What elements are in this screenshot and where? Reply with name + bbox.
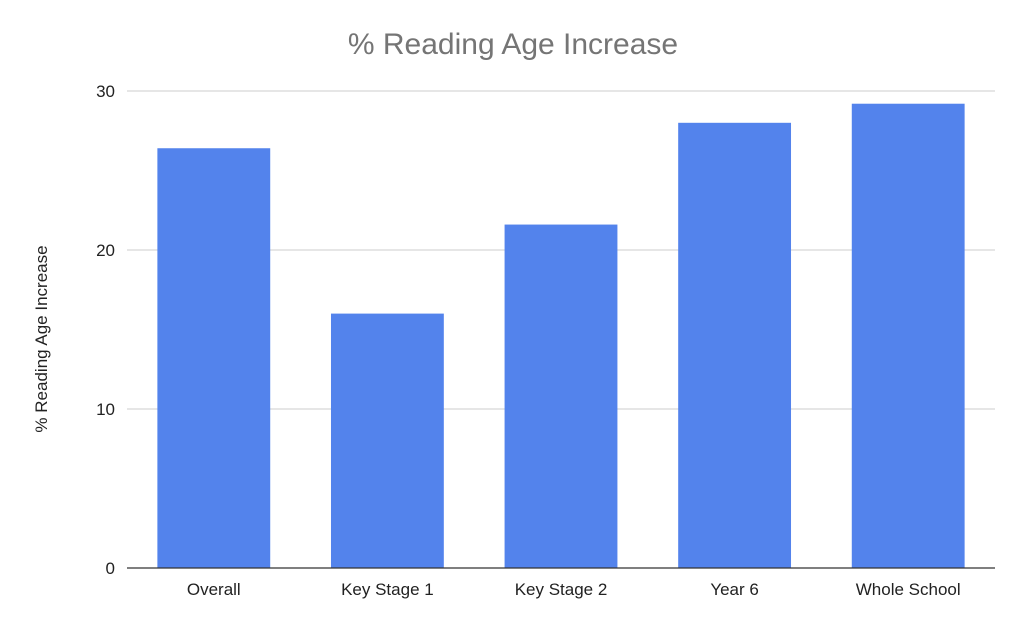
x-axis-ticks: Overall Key Stage 1 Key Stage 2 Year 6 Whole… — [187, 580, 961, 599]
bar-key-stage-1 — [330, 313, 444, 568]
y-axis-ticks: 0 10 20 30 — [96, 82, 115, 578]
x-tick-label: Year 6 — [710, 580, 759, 599]
bar-whole-school — [851, 103, 965, 568]
y-tick-label: 30 — [96, 82, 115, 101]
bar-overall — [157, 148, 271, 569]
y-tick-label: 20 — [96, 241, 115, 260]
x-tick-label: Whole School — [856, 580, 961, 599]
bar-key-stage-2 — [504, 224, 618, 568]
y-tick-label: 10 — [96, 400, 115, 419]
y-tick-label: 0 — [106, 559, 115, 578]
chart-title: % Reading Age Increase — [348, 28, 678, 61]
x-tick-label: Key Stage 1 — [341, 580, 434, 599]
bars — [157, 103, 965, 569]
x-tick-label: Key Stage 2 — [515, 580, 608, 599]
bar-year-6 — [678, 122, 792, 569]
y-axis-title: % Reading Age Increase — [32, 245, 51, 432]
x-tick-label: Overall — [187, 580, 241, 599]
